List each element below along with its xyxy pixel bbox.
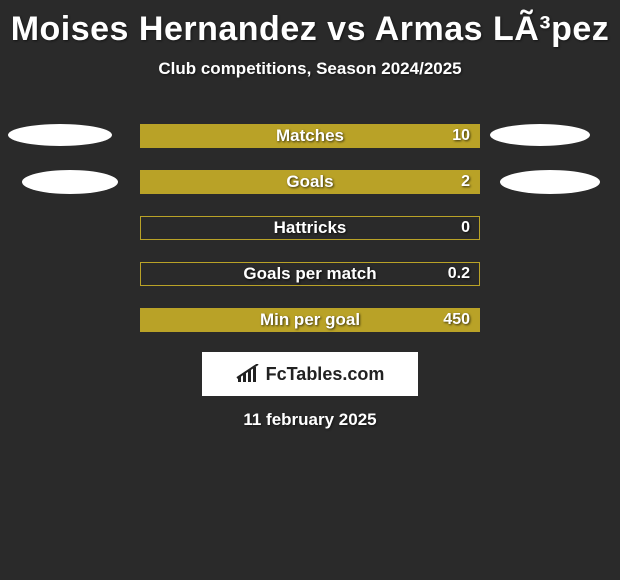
stat-row: Goals2	[0, 156, 620, 202]
stat-row: Goals per match0.2	[0, 248, 620, 294]
stat-value: 450	[443, 308, 470, 332]
stat-label: Min per goal	[140, 308, 480, 332]
stat-row: Hattricks0	[0, 202, 620, 248]
fctables-logo: FcTables.com	[202, 352, 418, 396]
stat-value: 0	[461, 216, 470, 240]
player-left-marker	[22, 170, 118, 194]
stat-row: Min per goal450	[0, 294, 620, 340]
stat-row: Matches10	[0, 110, 620, 156]
player-right-marker	[500, 170, 600, 194]
page-title: Moises Hernandez vs Armas LÃ³pez	[0, 0, 620, 49]
stat-label: Goals per match	[140, 262, 480, 286]
infographic-date: 11 february 2025	[0, 410, 620, 430]
stat-value: 2	[461, 170, 470, 194]
player-left-marker	[8, 124, 112, 146]
comparison-infographic: Moises Hernandez vs Armas LÃ³pez Club co…	[0, 0, 620, 580]
player-right-marker	[490, 124, 590, 146]
stat-label: Goals	[140, 170, 480, 194]
stat-value: 0.2	[448, 262, 470, 286]
logo-inner: FcTables.com	[236, 364, 385, 385]
stat-rows: Matches10Goals2Hattricks0Goals per match…	[0, 110, 620, 340]
barchart-icon	[236, 364, 262, 384]
stat-value: 10	[452, 124, 470, 148]
stat-label: Hattricks	[140, 216, 480, 240]
stat-label: Matches	[140, 124, 480, 148]
logo-text: FcTables.com	[266, 364, 385, 385]
season-subtitle: Club competitions, Season 2024/2025	[0, 59, 620, 79]
